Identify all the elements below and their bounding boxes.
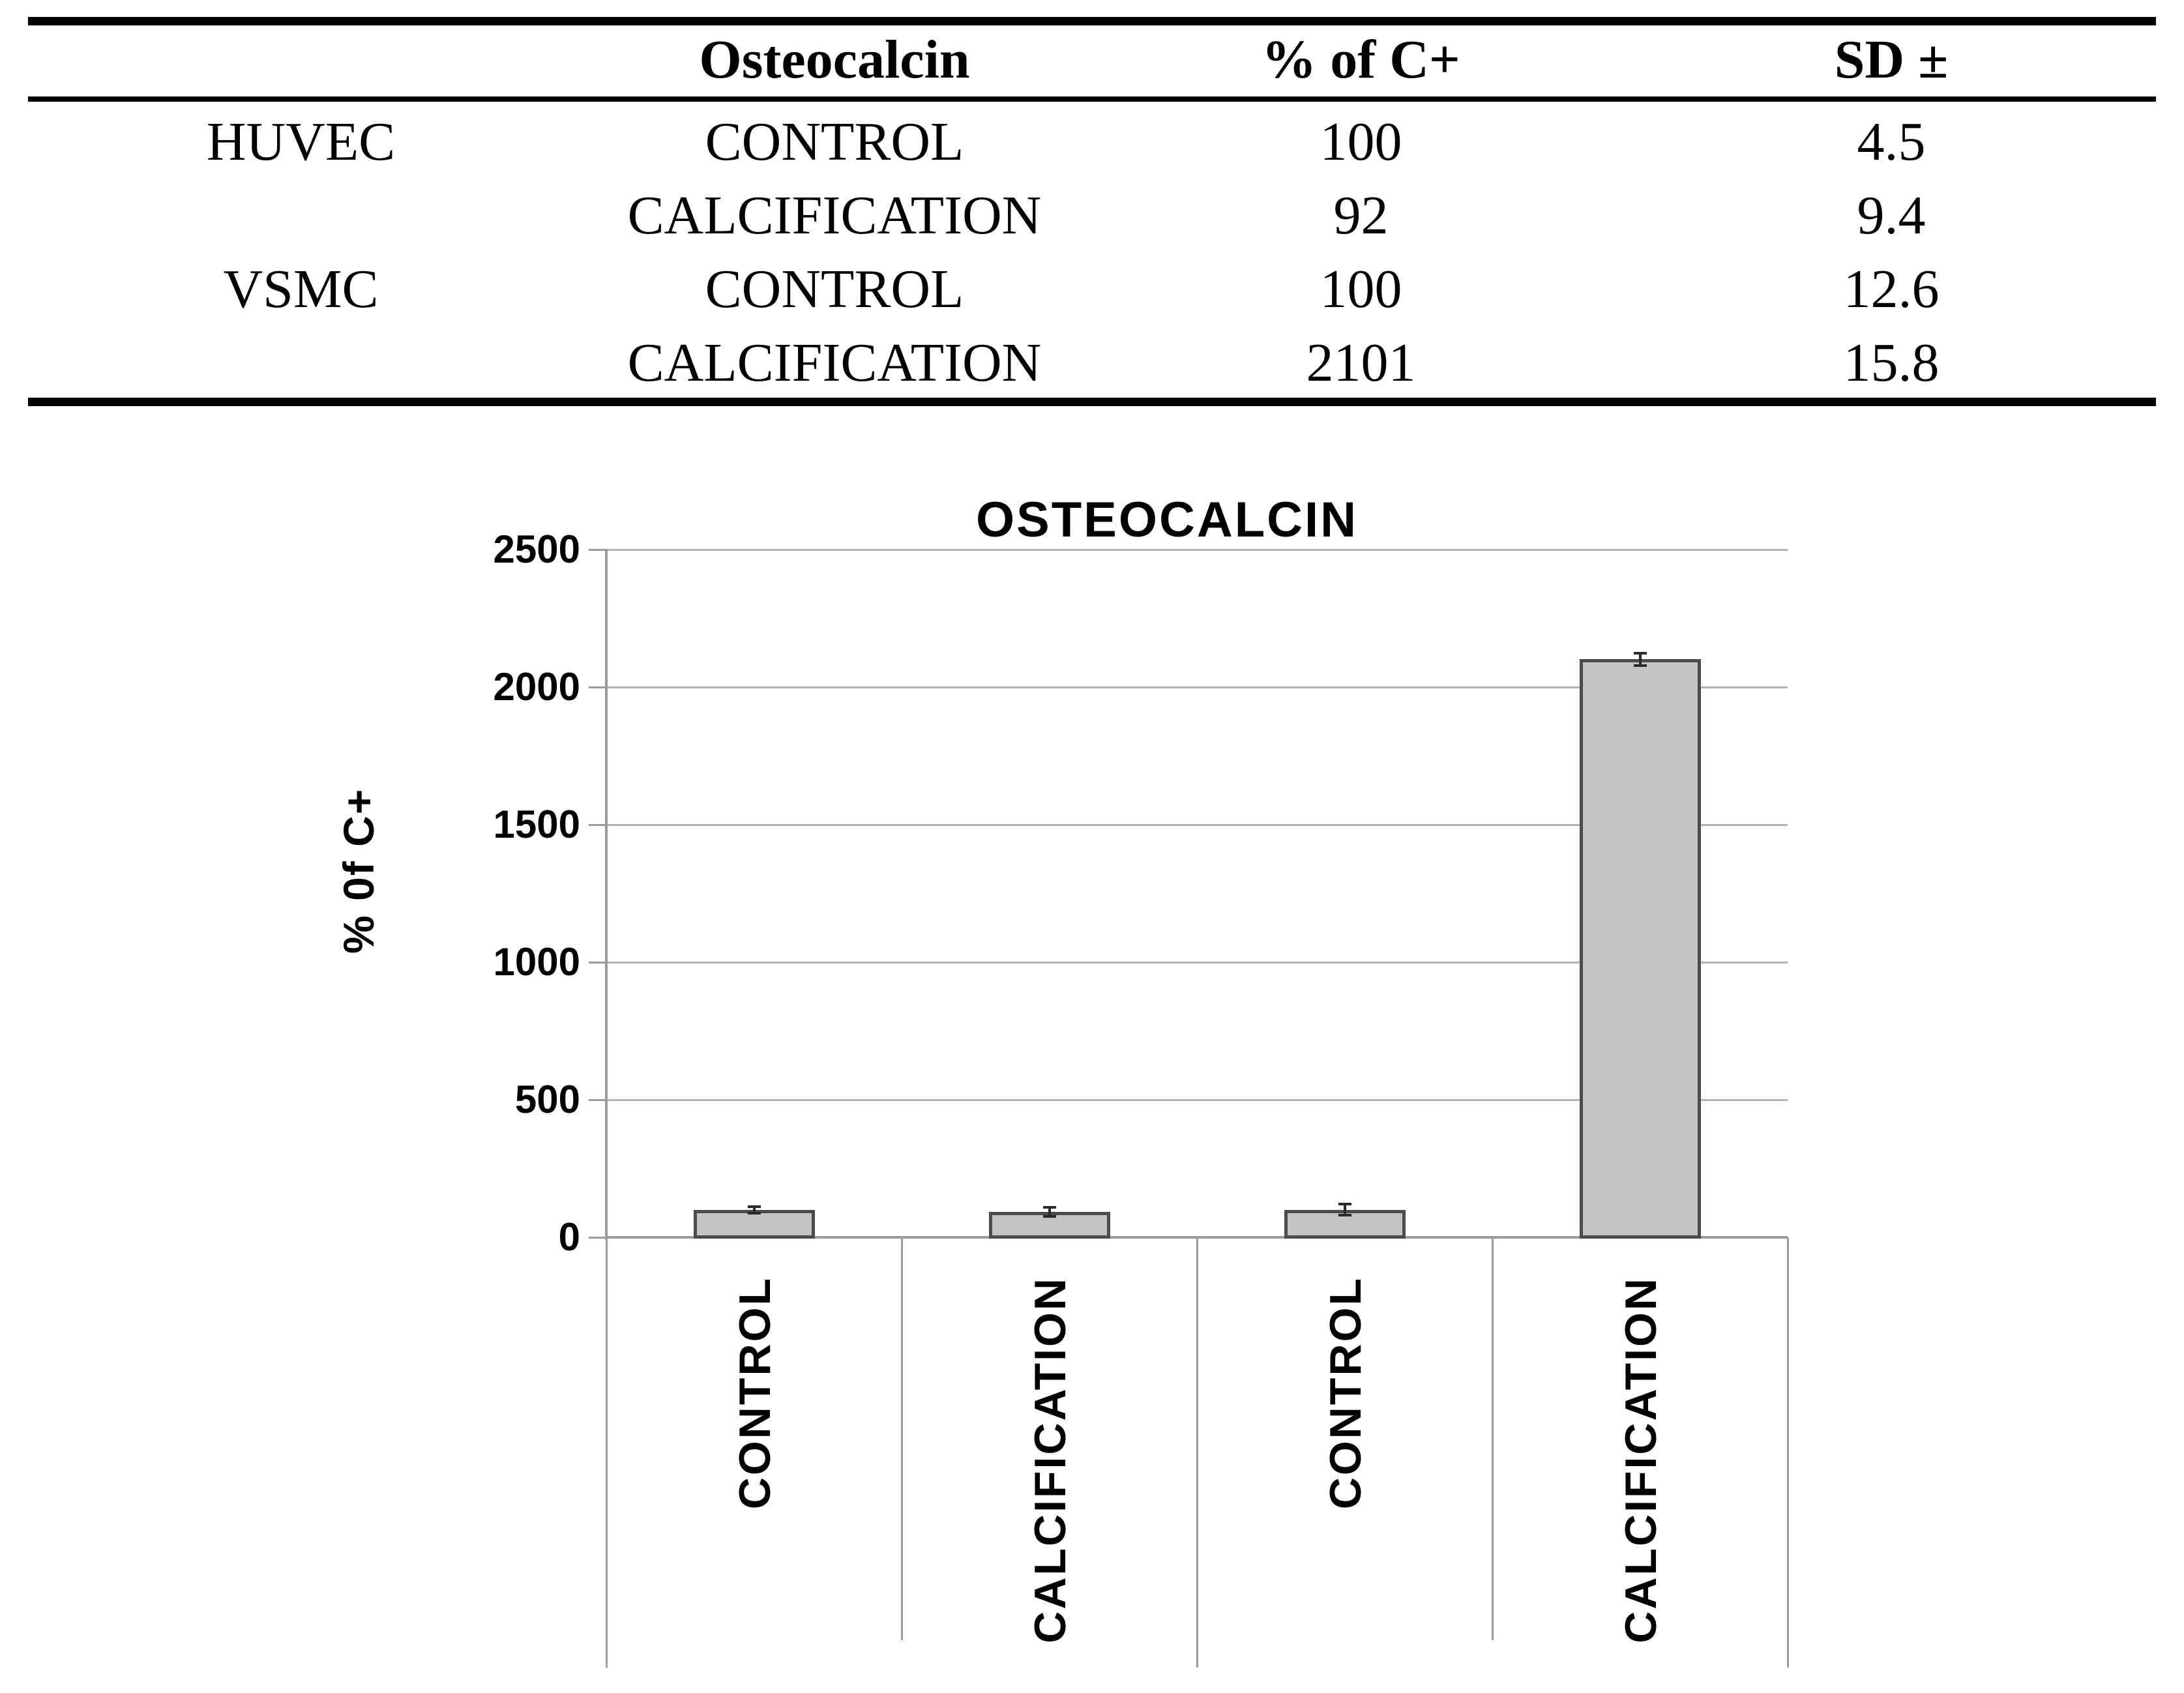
error-bar-cap-bottom [1338,1214,1351,1217]
row-sd: 12.6 [1843,258,1940,319]
table-body: HUVEC CONTROL 100 4.5 CALCIFICATION 92 9… [28,105,2156,400]
row-pct: 2101 [1306,332,1416,393]
row-condition: CONTROL [705,258,964,319]
y-tick-label: 2500 [493,527,580,571]
category-divider [1786,1237,1789,1668]
header-cell-osteocalcin: Osteocalcin [699,29,970,90]
category-divider [605,1237,608,1668]
row-pct: 100 [1320,111,1402,172]
bar [1579,659,1701,1239]
x-category-label: CALCIFICATION [1025,1276,1075,1643]
table-header-rule [28,96,2156,102]
gridline [606,962,1788,964]
chart-title: OSTEOCALCIN [975,492,1359,548]
row-condition: CONTROL [705,111,964,172]
error-bar-cap-top [747,1205,761,1208]
y-axis-tick [589,1237,606,1239]
error-bar-cap-bottom [747,1211,761,1215]
table-header-row: Osteocalcin % of C+ SD ± [28,23,2156,96]
error-bar-cap-bottom [1633,664,1647,668]
y-axis-line [605,550,608,1240]
y-axis-tick [589,824,606,826]
error-bar-cap-top [1338,1203,1351,1206]
header-cell-sd: SD ± [1834,29,1949,90]
y-tick-label: 500 [514,1078,580,1121]
error-bar-whisker [1343,1203,1346,1217]
table-top-rule [28,17,2156,25]
category-divider [1196,1237,1198,1668]
row-condition: CALCIFICATION [627,184,1042,246]
header-cell-blank [28,23,574,96]
y-axis-tick [589,549,606,551]
error-bar-cap-bottom [1042,1215,1056,1218]
y-axis-tick [589,686,606,688]
row-condition: CALCIFICATION [627,332,1042,393]
category-divider [900,1237,903,1640]
y-tick-label: 1500 [493,802,580,846]
error-bar-whisker [1638,651,1642,668]
row-group [28,326,574,400]
row-group [28,179,574,252]
row-sd: 15.8 [1843,332,1940,393]
header-cell-pct: % of C+ [1262,29,1460,90]
gridline [606,686,1788,688]
error-bar-cap-top [1042,1206,1056,1209]
table-bottom-rule [28,398,2156,406]
x-category-label: CONTROL [1320,1276,1370,1510]
row-pct: 100 [1320,258,1402,319]
y-axis-tick [589,1099,606,1101]
row-pct: 92 [1333,184,1389,246]
gridline [606,549,1788,551]
row-group: HUVEC [206,111,396,172]
row-group: VSMC [223,258,379,319]
row-sd: 9.4 [1857,184,1926,246]
y-tick-label: 1000 [493,940,580,984]
error-bar-whisker [752,1205,756,1215]
gridline [606,1099,1788,1101]
error-bar-whisker [1048,1206,1051,1218]
category-divider [1491,1237,1494,1640]
x-axis-line [606,1236,1788,1239]
row-sd: 4.5 [1857,111,1926,172]
x-category-label: CONTROL [730,1276,780,1510]
y-tick-label: 2000 [493,665,580,709]
error-bar-cap-top [1633,651,1647,655]
x-category-label: CALCIFICATION [1616,1276,1666,1643]
gridline [606,824,1788,826]
y-tick-label: 0 [558,1215,580,1259]
y-axis-tick [589,962,606,964]
